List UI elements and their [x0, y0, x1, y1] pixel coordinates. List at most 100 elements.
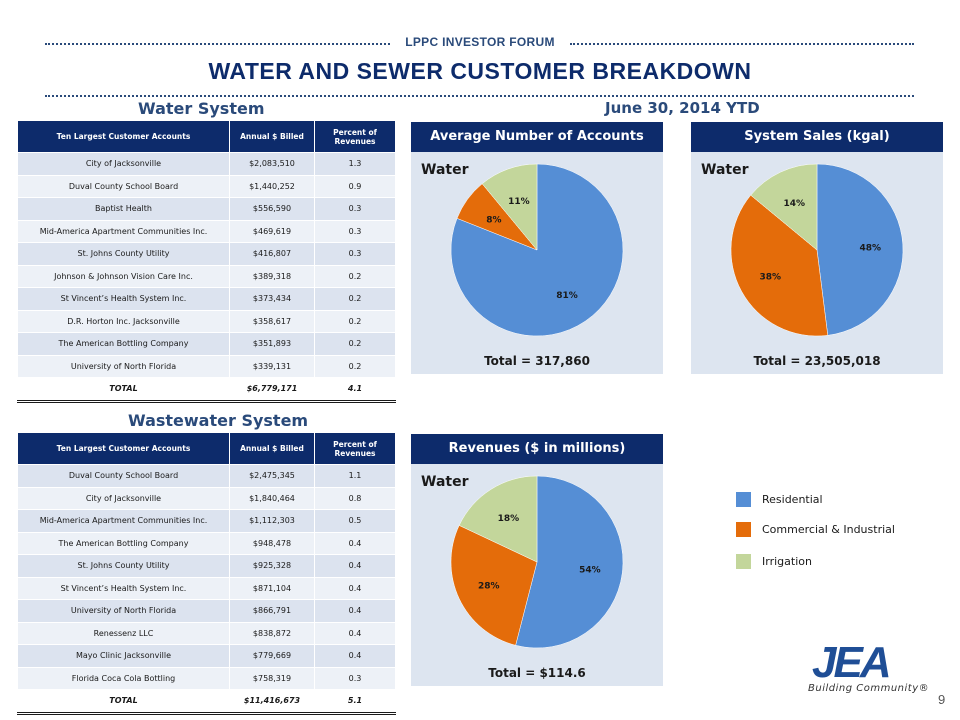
pie-data-label: 8%: [486, 216, 501, 226]
annual-billed: $838,872: [229, 621, 315, 645]
column-header: Ten Largest Customer Accounts: [17, 120, 230, 153]
customer-name: City of Jacksonville: [17, 152, 230, 176]
wastewater-system-label: Wastewater System: [128, 411, 309, 430]
date-label: June 30, 2014 YTD: [605, 99, 760, 117]
table-row: St Vincent’s Health System Inc. $373,434 0…: [17, 287, 396, 311]
table-row: Mid-America Apartment Communities Inc. $1…: [17, 509, 396, 533]
customer-name: Johnson & Johnson Vision Care Inc.: [17, 264, 230, 288]
total-billed: $6,779,171: [229, 377, 315, 403]
logo-tagline: Building Community®: [808, 683, 930, 694]
annual-billed: $2,083,510: [229, 152, 315, 176]
customer-name: St Vincent’s Health System Inc.: [17, 287, 230, 311]
accounts-chart-panel: Average Number of Accounts Water 81% 8% 11…: [411, 122, 663, 374]
percent-revenue: 0.3: [314, 666, 396, 690]
customer-name: Baptist Health: [17, 197, 230, 221]
pie-data-label: 81%: [556, 291, 578, 301]
table-row: Mayo Clinic Jacksonville $779,669 0.4: [17, 644, 396, 668]
table-header-row: Ten Largest Customer Accounts Annual $ B…: [17, 432, 396, 465]
pie-data-label: 28%: [478, 582, 500, 592]
revenues-chart-panel: Revenues ($ in millions) Water 54% 28% 18%…: [411, 434, 663, 686]
chart-subtitle: Water: [421, 162, 469, 178]
customer-name: Florida Coca Cola Bottling: [17, 666, 230, 690]
column-header: Ten Largest Customer Accounts: [17, 432, 230, 465]
pie-slice-irrigation: [481, 163, 538, 251]
sales-pie-chart: 48% 38% 14%: [730, 163, 904, 337]
legend-swatch: [736, 554, 751, 569]
annual-billed: $373,434: [229, 287, 315, 311]
pie-slice-commercial-industrial: [450, 525, 538, 646]
chart-title: Average Number of Accounts: [411, 122, 663, 152]
percent-revenue: 1.3: [314, 152, 396, 176]
pie-data-label: 38%: [760, 273, 782, 283]
total-billed: $11,416,673: [229, 689, 315, 715]
percent-revenue: 0.3: [314, 197, 396, 221]
customer-name: D.R. Horton Inc. Jacksonville: [17, 309, 230, 333]
annual-billed: $556,590: [229, 197, 315, 221]
column-header: Percent of Revenues: [314, 432, 396, 465]
annual-billed: $469,619: [229, 219, 315, 243]
table-total-row: TOTAL $6,779,171 4.1: [17, 377, 396, 403]
total-percent: 4.1: [314, 377, 396, 403]
customer-name: University of North Florida: [17, 599, 230, 623]
total-label: TOTAL: [17, 689, 230, 715]
accounts-pie-chart: 81% 8% 11%: [450, 163, 624, 337]
customer-name: Duval County School Board: [17, 464, 230, 488]
water-system-label: Water System: [138, 99, 265, 118]
table-row: The American Bottling Company $948,478 0.4: [17, 531, 396, 555]
customer-name: Mid-America Apartment Communities Inc.: [17, 509, 230, 533]
percent-revenue: 1.1: [314, 464, 396, 488]
pie-slice-irrigation: [458, 475, 538, 563]
percent-revenue: 0.8: [314, 486, 396, 510]
annual-billed: $2,475,345: [229, 464, 315, 488]
pie-data-label: 54%: [579, 566, 601, 576]
forum-label: LPPC INVESTOR FORUM: [390, 35, 570, 49]
chart-subtitle: Water: [701, 162, 749, 178]
percent-revenue: 0.9: [314, 174, 396, 198]
legend-swatch: [736, 522, 751, 537]
table-row: University of North Florida $339,131 0.2: [17, 354, 396, 378]
column-header: Percent of Revenues: [314, 120, 396, 153]
customer-name: Mayo Clinic Jacksonville: [17, 644, 230, 668]
table-row: Renessenz LLC $838,872 0.4: [17, 621, 396, 645]
annual-billed: $1,840,464: [229, 486, 315, 510]
customer-name: The American Bottling Company: [17, 332, 230, 356]
customer-name: St Vincent’s Health System Inc.: [17, 576, 230, 600]
legend-label: Residential: [762, 493, 823, 506]
annual-billed: $416,807: [229, 242, 315, 266]
customer-name: City of Jacksonville: [17, 486, 230, 510]
customer-name: Duval County School Board: [17, 174, 230, 198]
legend-label: Commercial & Industrial: [762, 523, 895, 536]
table-row: University of North Florida $866,791 0.4: [17, 599, 396, 623]
jea-logo: JEA: [812, 638, 892, 687]
annual-billed: $351,893: [229, 332, 315, 356]
chart-title: Revenues ($ in millions): [411, 434, 663, 464]
total-percent: 5.1: [314, 689, 396, 715]
table-row: Duval County School Board $2,475,345 1.1: [17, 464, 396, 488]
page-number: 9: [938, 692, 946, 707]
pie-data-label: 11%: [508, 197, 530, 207]
table-row: Baptist Health $556,590 0.3: [17, 197, 396, 221]
annual-billed: $1,440,252: [229, 174, 315, 198]
table-row: St. Johns County Utility $416,807 0.3: [17, 242, 396, 266]
percent-revenue: 0.2: [314, 264, 396, 288]
percent-revenue: 0.4: [314, 576, 396, 600]
percent-revenue: 0.3: [314, 219, 396, 243]
header-rule-right: [570, 43, 914, 45]
percent-revenue: 0.4: [314, 531, 396, 555]
water-customers-table: Ten Largest Customer Accounts Annual $ B…: [17, 120, 396, 403]
revenues-pie-chart: 54% 28% 18%: [450, 475, 624, 649]
percent-revenue: 0.2: [314, 287, 396, 311]
column-header: Annual $ Billed: [229, 432, 315, 465]
legend-swatch: [736, 492, 751, 507]
customer-name: Renessenz LLC: [17, 621, 230, 645]
percent-revenue: 0.2: [314, 309, 396, 333]
annual-billed: $358,617: [229, 309, 315, 333]
table-row: St. Johns County Utility $925,328 0.4: [17, 554, 396, 578]
annual-billed: $925,328: [229, 554, 315, 578]
annual-billed: $389,318: [229, 264, 315, 288]
pie-slice-residential: [515, 475, 624, 649]
table-total-row: TOTAL $11,416,673 5.1: [17, 689, 396, 715]
annual-billed: $339,131: [229, 354, 315, 378]
title-rule: [45, 95, 914, 97]
percent-revenue: 0.4: [314, 621, 396, 645]
